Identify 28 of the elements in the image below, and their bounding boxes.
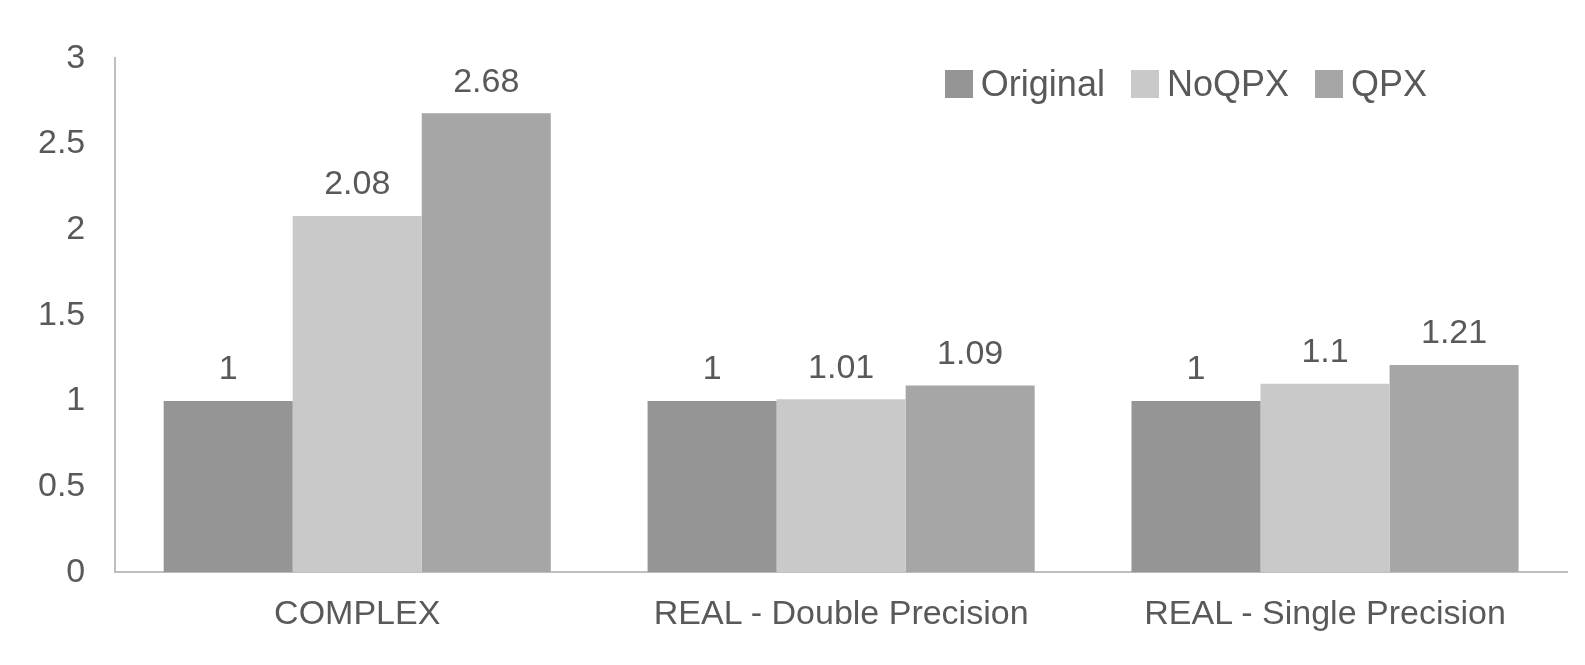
y-tick-label: 2.5: [38, 122, 86, 161]
y-tick-label: 1.5: [38, 293, 86, 332]
bar: [421, 113, 551, 573]
data-label: 1.01: [808, 346, 875, 385]
data-label: 1: [218, 348, 238, 387]
data-label: 1.09: [937, 332, 1004, 371]
y-tick-label: 3: [66, 36, 86, 75]
bar: [647, 400, 777, 573]
data-label: 1: [702, 348, 722, 387]
bar: [163, 400, 293, 573]
data-label: 1: [1186, 348, 1206, 387]
y-tick-label: 0.5: [38, 464, 86, 503]
data-label: 2.08: [324, 163, 391, 202]
bar: [905, 385, 1035, 573]
data-label: 1.21: [1420, 312, 1488, 351]
bar: [1389, 364, 1519, 573]
y-tick-label: 0: [66, 550, 86, 589]
y-tick-label: 1: [66, 379, 86, 418]
legend-label: QPX: [1350, 63, 1427, 105]
legend-label: NoQPX: [1166, 63, 1289, 105]
x-tick-label: REAL - Double Precision: [653, 592, 1029, 631]
x-tick-label: REAL - Single Precision: [1144, 592, 1506, 631]
legend-label: Original: [980, 63, 1105, 105]
x-tick-label: COMPLEX: [274, 592, 441, 631]
data-label: 2.68: [453, 60, 520, 99]
y-tick-label: 2: [66, 208, 86, 247]
data-label: 1.1: [1301, 331, 1349, 370]
bar: [1131, 400, 1261, 573]
